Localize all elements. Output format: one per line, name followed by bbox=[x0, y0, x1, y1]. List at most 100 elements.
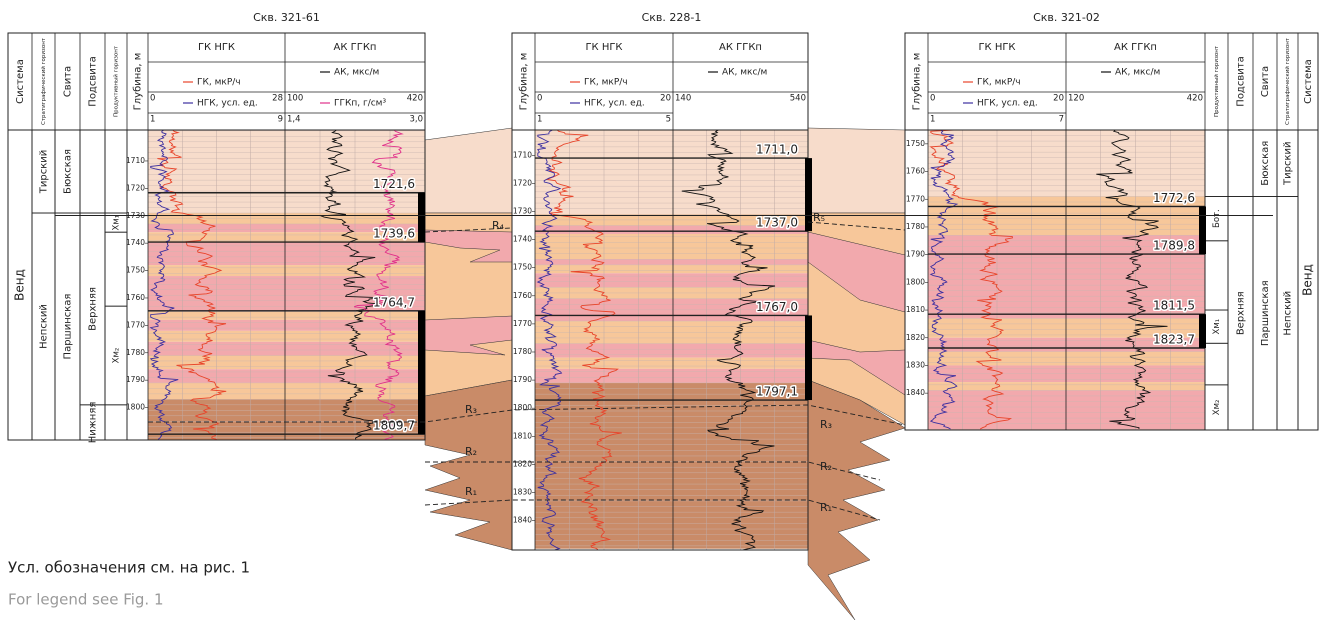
horizon-label: R₂ bbox=[465, 445, 477, 458]
curve-legend: НГК, усл. ед. bbox=[977, 99, 1038, 109]
note-ru: Усл. обозначения см. на рис. 1 bbox=[8, 559, 250, 577]
track-header: АК ГГКп bbox=[719, 42, 762, 53]
marker-label: 1772,6 bbox=[1153, 191, 1195, 205]
depth-label: 1840 bbox=[906, 388, 925, 397]
scale-max: 540 bbox=[790, 94, 806, 104]
well: Скв. 321-02 Система Стратиграфический гори… bbox=[905, 11, 1318, 430]
marker-label: 1797,1 bbox=[756, 385, 798, 399]
depth-label: 1730 bbox=[513, 206, 532, 215]
depth-label: 1800 bbox=[513, 403, 532, 412]
strat-label: Бот. bbox=[1212, 209, 1222, 228]
depth-label: 1780 bbox=[126, 348, 145, 357]
horizon-label: R₃ bbox=[465, 403, 477, 416]
column-header: Система bbox=[1303, 59, 1314, 104]
layer bbox=[148, 331, 425, 342]
depth-label: 1830 bbox=[906, 360, 925, 369]
scale-max: 420 bbox=[407, 94, 423, 104]
strat-label: Венд bbox=[13, 269, 27, 301]
layer bbox=[148, 242, 425, 265]
scale-min: 100 bbox=[287, 94, 303, 104]
depth-label: 1760 bbox=[513, 291, 532, 300]
layer bbox=[148, 342, 425, 356]
marker-label: 1721,6 bbox=[373, 177, 415, 191]
scale-min: 1 bbox=[537, 115, 542, 125]
interval-bar bbox=[418, 311, 425, 434]
curve-legend: АК, мкс/м bbox=[722, 68, 767, 78]
note-en: For legend see Fig. 1 bbox=[8, 591, 164, 609]
well: Скв. 228-1Глубина, мГК НГКГК, мкР/ч020НГ… bbox=[512, 11, 808, 550]
scale-min: 140 bbox=[675, 94, 691, 104]
marker-label: 1767,0 bbox=[756, 300, 798, 314]
interval-bar bbox=[1199, 206, 1206, 254]
depth-label: 1810 bbox=[513, 431, 532, 440]
column-header: Свита bbox=[63, 66, 74, 97]
scale-min: 120 bbox=[1068, 94, 1084, 104]
layer bbox=[928, 352, 1205, 366]
scale-max: 9 bbox=[278, 115, 283, 125]
well-title: Скв. 321-61 bbox=[253, 11, 320, 24]
body: Скв. 321-61 Система Стратиграфический гори… bbox=[0, 0, 1326, 624]
interval-bar bbox=[418, 193, 425, 242]
strat-label: Тирский bbox=[1283, 141, 1294, 186]
layer bbox=[148, 130, 425, 213]
strat-cell bbox=[1205, 343, 1228, 385]
strat-label: Нижняя bbox=[88, 402, 99, 444]
scale-max: 28 bbox=[272, 94, 283, 104]
depth-label: 1720 bbox=[513, 178, 532, 187]
well-title: Скв. 228-1 bbox=[642, 11, 702, 24]
depth-label: 1770 bbox=[513, 319, 532, 328]
depth-label: 1770 bbox=[126, 320, 145, 329]
wells: Скв. 321-61 Система Стратиграфический гори… bbox=[8, 11, 1318, 550]
layer bbox=[148, 383, 425, 399]
correlation-body bbox=[425, 128, 512, 213]
marker-label: 1789,8 bbox=[1153, 239, 1195, 253]
track-header: ГК НГК bbox=[978, 42, 1015, 53]
depth-label: 1820 bbox=[906, 333, 925, 342]
track-header: ГК НГК bbox=[198, 42, 235, 53]
track-header: АК ГГКп bbox=[1114, 42, 1157, 53]
strat-label: Хм₂ bbox=[1212, 400, 1222, 416]
marker-label: 1711,0 bbox=[756, 143, 798, 157]
column-header: Стратиграфический горизонт bbox=[1284, 37, 1291, 125]
column-header: Подсвита bbox=[88, 56, 99, 106]
well-title: Скв. 321-02 bbox=[1033, 11, 1100, 24]
track-header: АК ГГКп bbox=[334, 42, 377, 53]
scale-max: 5 bbox=[666, 115, 671, 125]
column-header: Продуктивный горизонт bbox=[1213, 45, 1220, 117]
depth-label: 1740 bbox=[126, 238, 145, 247]
depth-label: 1750 bbox=[906, 139, 925, 148]
depth-label: 1760 bbox=[906, 167, 925, 176]
column-header: Продуктивный горизонт bbox=[113, 45, 120, 117]
strat-label: Бюкская bbox=[1260, 141, 1271, 186]
layer bbox=[535, 344, 808, 358]
marker-label: 1739,6 bbox=[373, 227, 415, 241]
strat-label: Верхняя bbox=[1236, 291, 1247, 335]
correlation-body bbox=[808, 128, 905, 213]
curve-legend: ГК, мкР/ч bbox=[977, 78, 1021, 88]
curve-legend: НГК, усл. ед. bbox=[197, 99, 258, 109]
marker-label: 1823,7 bbox=[1153, 332, 1195, 346]
scale-max: 3,0 bbox=[409, 115, 423, 125]
marker-label: 1809,7 bbox=[373, 419, 415, 433]
depth-label: 1800 bbox=[126, 403, 145, 412]
curve-legend: АК, мкс/м bbox=[334, 68, 379, 78]
strat-label: Венд bbox=[1301, 264, 1315, 296]
scale-min: 0 bbox=[537, 94, 542, 104]
depth-label: 1770 bbox=[906, 194, 925, 203]
marker-label: 1737,0 bbox=[756, 216, 798, 230]
horizon-label: R₃ bbox=[820, 418, 832, 431]
strat-cell bbox=[105, 130, 127, 213]
strat-cell bbox=[105, 232, 127, 306]
scale-max: 7 bbox=[1059, 115, 1064, 125]
strat-cell bbox=[1228, 130, 1253, 196]
column-header: Свита bbox=[1260, 66, 1271, 97]
depth-label: 1750 bbox=[126, 266, 145, 275]
column-header: Глубина, м bbox=[519, 53, 530, 111]
depth-label: 1710 bbox=[126, 156, 145, 165]
interval-bar bbox=[1199, 314, 1206, 348]
depth-label: 1790 bbox=[513, 375, 532, 384]
depth-label: 1710 bbox=[513, 150, 532, 159]
interval-bar bbox=[805, 315, 812, 400]
marker-label: 1764,7 bbox=[373, 295, 415, 309]
depth-label: 1750 bbox=[513, 263, 532, 272]
